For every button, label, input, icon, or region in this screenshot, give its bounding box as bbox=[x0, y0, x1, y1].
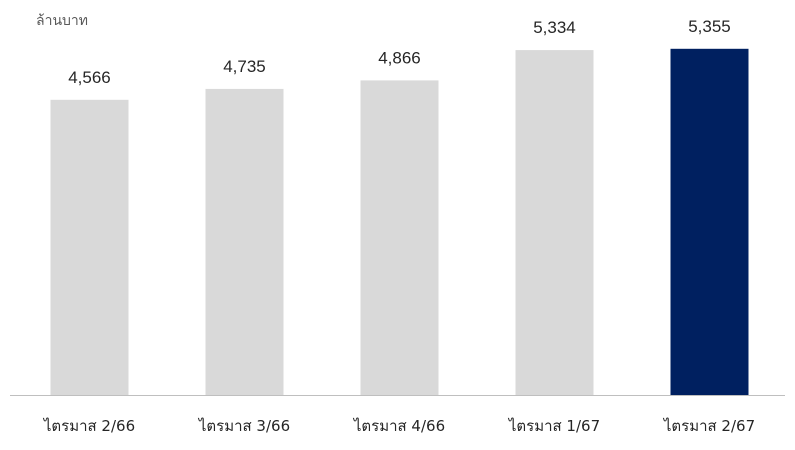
x-tick-label-4: ไตรมาส 1/67 bbox=[508, 417, 600, 435]
bar-4 bbox=[515, 50, 594, 395]
x-tick-label-5: ไตรมาส 2/67 bbox=[663, 417, 755, 435]
x-tick-label-2: ไตรมาส 3/66 bbox=[198, 417, 290, 435]
bar-2 bbox=[205, 88, 284, 396]
x-tick-label-1: ไตรมาส 2/66 bbox=[43, 417, 135, 435]
bar-5 bbox=[670, 48, 749, 396]
bar-1 bbox=[50, 99, 129, 396]
data-label-4: 5,334 bbox=[533, 18, 576, 37]
data-label-5: 5,355 bbox=[688, 17, 731, 36]
data-label-3: 4,866 bbox=[378, 48, 421, 67]
data-label-2: 4,735 bbox=[223, 57, 266, 76]
unit-label: ล้านบาท bbox=[36, 13, 88, 29]
data-label-1: 4,566 bbox=[68, 68, 111, 87]
x-tick-label-3: ไตรมาส 4/66 bbox=[353, 417, 445, 435]
bar-3 bbox=[360, 80, 439, 396]
